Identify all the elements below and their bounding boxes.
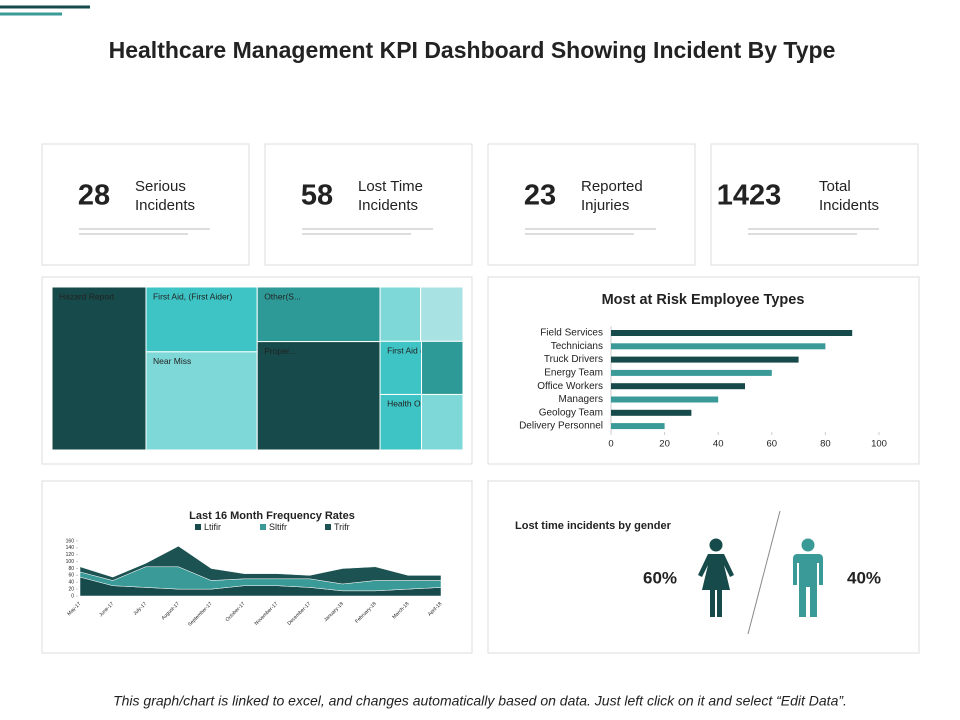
kpi-card (41, 143, 250, 266)
legend-label: Ltifir (204, 522, 221, 532)
y-tick-label: 60 (68, 573, 74, 579)
treemap-label: Health Ob... (387, 399, 432, 409)
panel (487, 480, 920, 654)
y-tick-label: Truck Drivers (544, 354, 603, 365)
bar (611, 396, 719, 403)
treemap-cell (420, 286, 464, 342)
kpi-value: 23 (524, 180, 556, 212)
treemap-cell (145, 351, 258, 451)
kpi-label: Serious Incidents (135, 178, 196, 214)
chart-title: Most at Risk Employee Types (602, 292, 805, 308)
x-tick-label: April-18 (427, 601, 444, 618)
x-tick-label: September-17 (187, 601, 214, 628)
x-tick-label: 100 (871, 439, 887, 450)
panel (487, 276, 920, 465)
treemap-cell (421, 393, 464, 451)
legend-swatch (195, 524, 201, 530)
x-tick-label: November-17 (254, 601, 280, 627)
divider (747, 510, 781, 635)
y-tick-label: Office Workers (537, 381, 603, 392)
x-tick-label: February-18 (354, 601, 378, 625)
bar (611, 409, 692, 416)
x-tick-label: 20 (659, 439, 670, 450)
y-tick-label: 20 (68, 586, 74, 592)
y-tick-label: 160 (66, 538, 75, 544)
treemap-cell (379, 286, 422, 342)
treemap-cell (421, 340, 464, 395)
treemap-cell (256, 341, 381, 451)
x-tick-label: 60 (767, 439, 778, 450)
bar (611, 330, 853, 336)
treemap-cell (379, 393, 423, 451)
y-tick-label: Geology Team (539, 407, 603, 418)
x-tick-label: 0 (608, 439, 613, 450)
kpi-card (487, 143, 696, 266)
kpi-value: 28 (78, 180, 110, 212)
x-tick-label: March-18 (391, 601, 410, 620)
icon-body (793, 554, 823, 617)
bar (611, 423, 665, 430)
x-tick-label: July-17 (132, 601, 148, 617)
footer-note: This graph/chart is linked to excel, and… (113, 693, 847, 709)
kpi-card (264, 143, 473, 266)
bar (611, 369, 772, 376)
y-tick-label: Field Services (540, 328, 603, 339)
legend-label: Trifr (334, 522, 350, 532)
x-tick-label: 80 (820, 439, 831, 450)
chart-title: Last 16 Month Frequency Rates (189, 510, 355, 522)
area (79, 545, 442, 585)
y-tick-label: 40 (68, 580, 74, 586)
treemap-label: Other(S... (264, 291, 301, 301)
treemap-cell (51, 286, 147, 451)
treemap-label: First Aid (... (387, 346, 430, 356)
page-title: Healthcare Management KPI Dashboard Show… (109, 37, 836, 63)
y-tick-label: Energy Team (544, 368, 603, 379)
person-icon (698, 538, 734, 617)
panel (41, 480, 473, 654)
treemap-label: First Aid, (First Aider) (153, 291, 233, 301)
person-icon (793, 538, 823, 617)
icon-head (709, 538, 723, 552)
x-tick-label: June-17 (98, 601, 115, 618)
y-tick-label: Delivery Personnel (519, 421, 603, 432)
y-tick-label: 100 (66, 559, 75, 565)
kpi-value: 1423 (717, 180, 782, 212)
bar (611, 383, 745, 390)
y-tick-label: 80 (68, 566, 74, 572)
chart-title: Lost time incidents by gender (515, 520, 672, 532)
treemap-cell (256, 286, 381, 343)
y-tick-label: 140 (66, 545, 75, 551)
icon-body (698, 554, 734, 617)
bar (611, 343, 826, 350)
bar (611, 356, 799, 363)
legend-swatch (325, 524, 331, 530)
y-tick-label: 0 (71, 593, 74, 599)
kpi-label: Reported Injuries (581, 178, 643, 214)
treemap-label: Proper... (264, 346, 296, 356)
y-tick-label: 120 (66, 552, 75, 558)
x-tick-label: January-18 (323, 601, 345, 623)
treemap-label: Hazard Report (59, 291, 115, 301)
panel (41, 276, 473, 465)
y-tick-label: Managers (559, 394, 603, 405)
y-tick-label: Technicians (551, 341, 603, 352)
treemap-label: Near Miss (153, 356, 191, 366)
legend-label: Sltifr (269, 522, 287, 532)
kpi-value: 58 (301, 180, 333, 212)
x-tick-label: May-17 (66, 601, 82, 617)
kpi-label: Total Incidents (819, 178, 880, 214)
legend-swatch (260, 524, 266, 530)
x-tick-label: December-17 (286, 601, 312, 627)
icon-head (801, 538, 815, 552)
value-label: 40% (847, 568, 881, 587)
x-tick-label: October-17 (225, 601, 247, 623)
x-tick-label: August-17 (160, 601, 181, 622)
kpi-label: Lost Time Incidents (358, 178, 424, 214)
value-label: 60% (643, 568, 677, 587)
kpi-card (710, 143, 919, 266)
treemap-cell (145, 286, 258, 353)
x-tick-label: 40 (713, 439, 724, 450)
